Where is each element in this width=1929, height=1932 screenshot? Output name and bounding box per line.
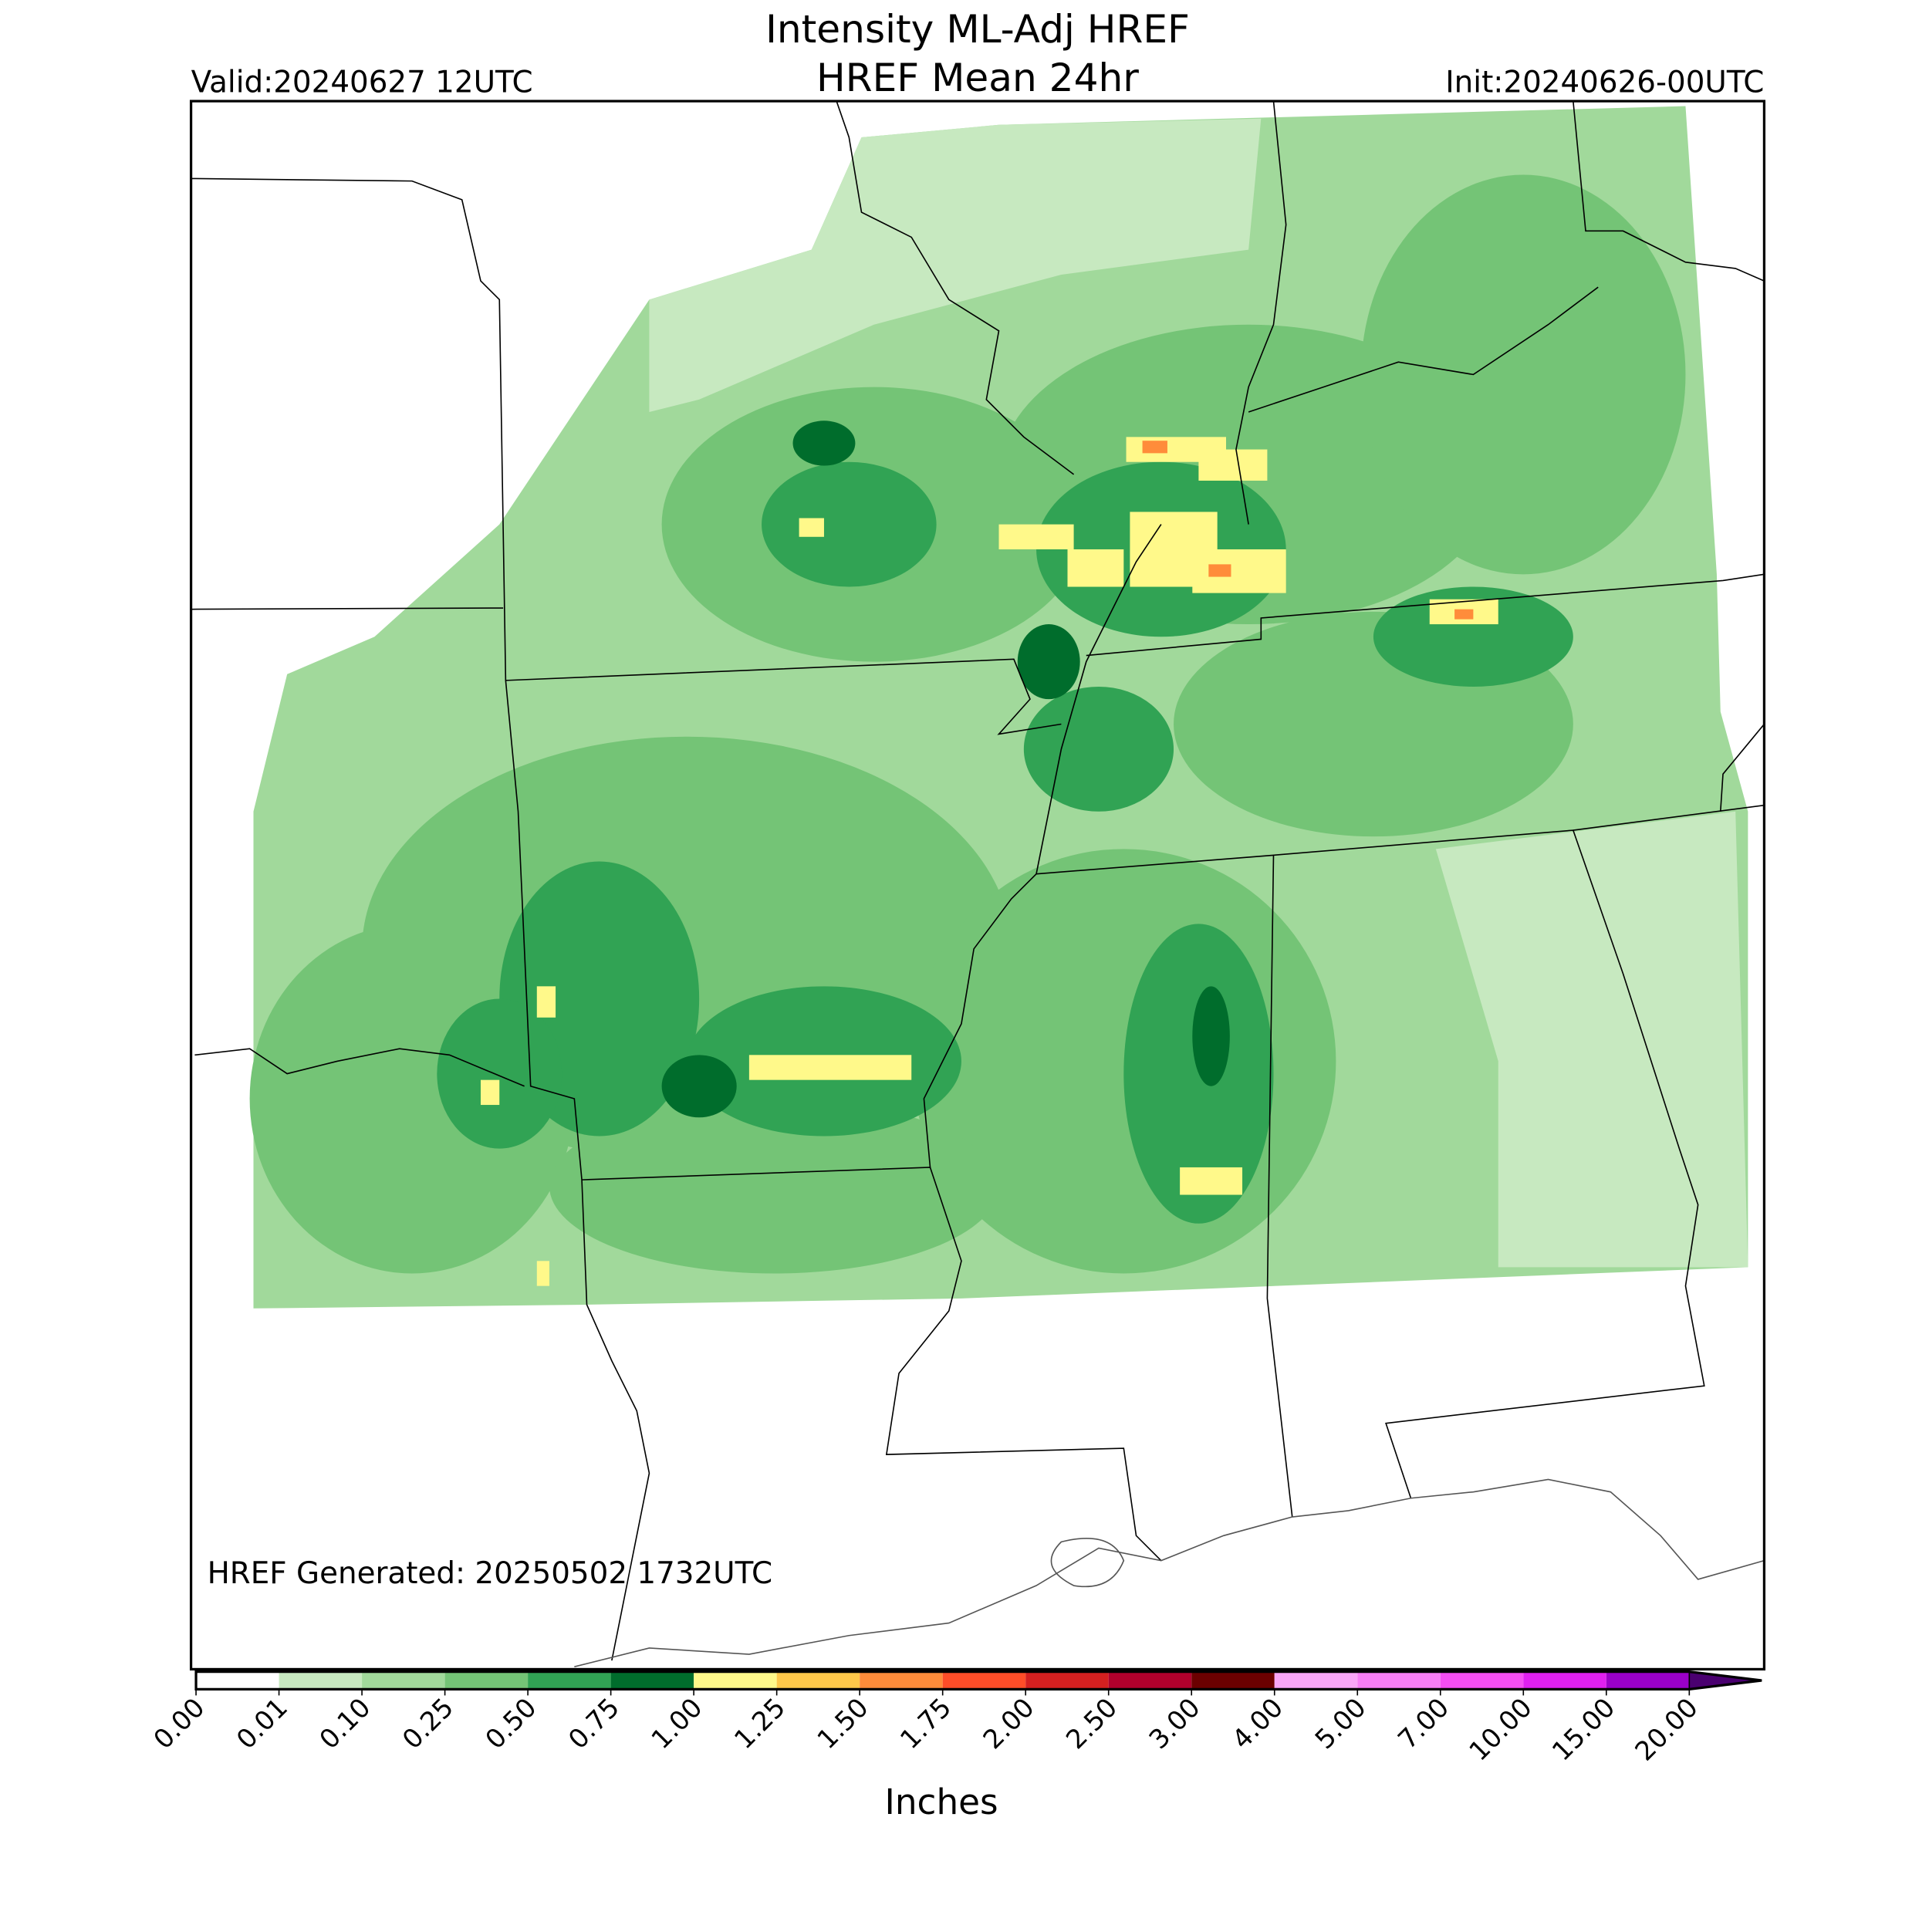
precip-trace — [1435, 811, 1748, 1268]
map: HREF Generated: 20250502 1732UTC — [189, 100, 1766, 1671]
colorbar-tick-label: 0.10 — [314, 1692, 377, 1755]
colorbar-swatch — [610, 1671, 694, 1690]
precip-trace — [649, 118, 1262, 412]
colorbar-tick-label: 5.00 — [1309, 1692, 1373, 1755]
colorbar-tick-label: 1.00 — [646, 1692, 709, 1755]
colorbar: 0.00 0.01 0.10 0.25 0.50 0.75 1.00 1.25 1.50 1.75… — [148, 1670, 1762, 1767]
colorbar-swatch — [528, 1671, 611, 1690]
colorbar-tick-label: 0.75 — [562, 1692, 626, 1755]
colorbar-swatch — [279, 1671, 363, 1690]
colorbar-tick-label: 0.00 — [148, 1692, 211, 1755]
colorbar-tick-label: 20.00 — [1630, 1692, 1704, 1767]
colorbar-tick-label: 0.50 — [480, 1692, 543, 1755]
state-borders — [191, 100, 1765, 1667]
colorbar-tick-label: 0.25 — [397, 1692, 460, 1755]
colorbar-swatch — [444, 1671, 529, 1690]
colorbar-tick-label: 1.25 — [728, 1692, 792, 1755]
colorbar-swatch — [362, 1671, 445, 1690]
colorbar-swatch — [196, 1671, 279, 1690]
colorbar-tick-label: 1.75 — [894, 1692, 958, 1755]
map-frame — [189, 100, 1766, 1671]
colorbar-swatch — [1523, 1671, 1606, 1690]
precip-very-heavy — [661, 421, 1230, 1118]
colorbar-swatch — [1606, 1671, 1690, 1690]
title-line-1: Intensity ML-Adj HREF — [765, 6, 1190, 52]
colorbar-tick-label: 7.00 — [1392, 1692, 1455, 1755]
colorbar-tick-label: 1.50 — [812, 1692, 875, 1755]
colorbar-swatch — [860, 1671, 943, 1690]
colorbar-swatch — [694, 1671, 777, 1690]
colorbar-swatch — [1274, 1671, 1358, 1690]
valid-time: Valid:20240627 12UTC — [191, 66, 533, 100]
colorbar-tick-label: 2.00 — [978, 1692, 1041, 1755]
colorbar-tick-label: 0.01 — [231, 1692, 294, 1755]
init-time: Init:20240626-00UTC — [1445, 66, 1764, 100]
colorbar-label: Inches — [884, 1782, 998, 1822]
colorbar-tick-label: 2.50 — [1060, 1692, 1123, 1755]
precip-orange — [1142, 441, 1474, 620]
colorbar-swatch — [1025, 1671, 1109, 1690]
colorbar-swatch — [776, 1671, 860, 1690]
colorbar-tick-label: 10.00 — [1464, 1692, 1539, 1767]
colorbar-swatch — [1440, 1671, 1524, 1690]
colorbar-outline — [194, 1670, 1762, 1690]
colorbar-swatch — [1108, 1671, 1192, 1690]
colorbar-tick-label: 3.00 — [1144, 1692, 1207, 1755]
colorbar-extend — [1688, 1670, 1762, 1690]
generated-time: HREF Generated: 20250502 1732UTC — [208, 1556, 773, 1591]
colorbar-tick-label: 4.00 — [1226, 1692, 1289, 1755]
colorbar-swatch — [942, 1671, 1026, 1690]
colorbar-tick-label: 15.00 — [1546, 1692, 1621, 1767]
title-line-2: HREF Mean 24hr — [816, 55, 1139, 100]
colorbar-swatch — [1191, 1671, 1275, 1690]
colorbar-swatch — [1357, 1671, 1441, 1690]
